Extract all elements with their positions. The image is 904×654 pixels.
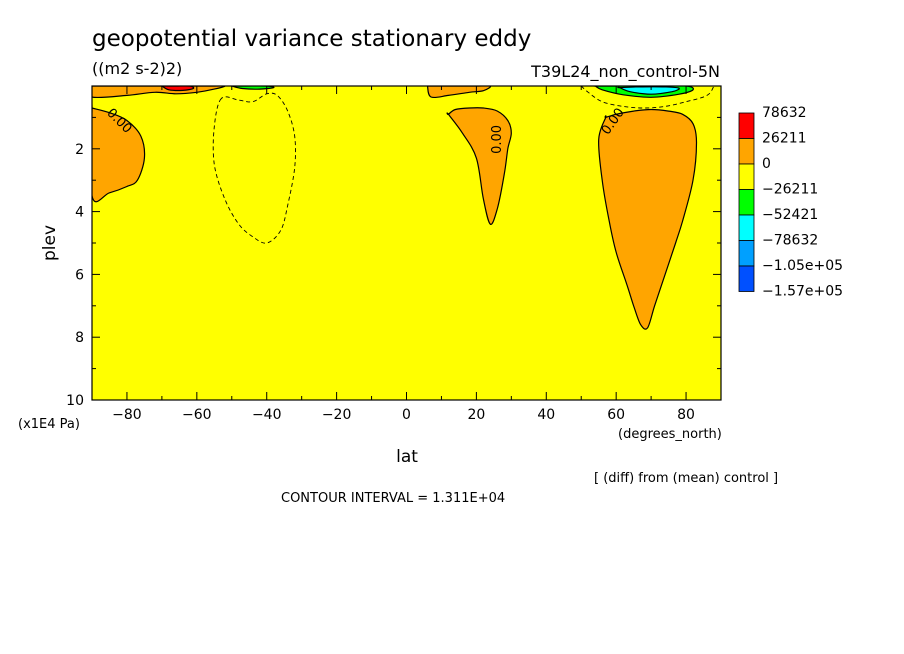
diff-note: [ (diff) from (mean) control ] xyxy=(594,471,778,486)
region-positive-midlat-north xyxy=(446,107,512,225)
legend-swatch xyxy=(738,189,755,216)
legend-swatch xyxy=(738,163,755,190)
color-legend: 78632 26211 0 −26211 −52421 −78632 −1.05e+05 −1… xyxy=(738,105,843,300)
legend-label: −1.05e+05 xyxy=(762,258,843,274)
negative-contour-2 xyxy=(580,86,715,109)
negative-contour-lines xyxy=(212,86,715,244)
x-tick-label: 40 xyxy=(537,407,555,423)
y-axis-units: (x1E4 Pa) xyxy=(18,417,80,432)
region-positive-northern-high-lat xyxy=(598,108,698,330)
filled-regions xyxy=(92,86,698,330)
legend-swatch xyxy=(738,214,755,241)
y-tick-label: 6 xyxy=(75,267,84,283)
y-tick-label: 8 xyxy=(75,330,84,346)
region-max-top-left xyxy=(159,86,195,92)
x-tick-label: 60 xyxy=(607,407,625,423)
region-positive-southern-high-lat xyxy=(92,101,146,203)
legend-label: 78632 xyxy=(762,105,807,121)
legend-label: −26211 xyxy=(762,182,818,198)
y-tick-label: 10 xyxy=(66,393,84,409)
plot-area: 0.000.000.00 xyxy=(91,85,722,401)
x-axis-ticks: −80 −60 −40 −20 0 20 40 60 80 xyxy=(91,86,722,423)
negative-contour-1 xyxy=(212,92,296,244)
legend-swatch xyxy=(738,138,755,165)
x-tick-label: 0 xyxy=(402,407,411,423)
x-tick-label: −80 xyxy=(112,407,142,423)
x-tick-label: 20 xyxy=(467,407,485,423)
legend-swatch xyxy=(738,240,755,267)
legend-label: 0 xyxy=(762,156,771,172)
legend-label: −1.57e+05 xyxy=(762,284,843,300)
x-tick-label: 80 xyxy=(677,407,695,423)
region-positive-top-midnorth xyxy=(425,86,492,99)
x-tick-label: −20 xyxy=(322,407,352,423)
region-neg-top-southern xyxy=(229,86,275,90)
contour-interval: CONTOUR INTERVAL = 1.311E+04 xyxy=(281,491,505,506)
contour-label-2: 0.00 xyxy=(490,125,505,154)
x-axis-units: (degrees_north) xyxy=(618,427,722,442)
legend-label: −78632 xyxy=(762,233,818,249)
legend-swatch xyxy=(738,265,755,292)
y-tick-label: 4 xyxy=(75,205,84,221)
x-tick-label: −60 xyxy=(182,407,212,423)
x-axis-label: lat xyxy=(396,447,418,467)
legend-label: −52421 xyxy=(762,207,818,223)
region-neg-top-north-core xyxy=(617,86,680,95)
run-label: T39L24_non_control-5N xyxy=(530,62,720,82)
y-tick-label: 2 xyxy=(75,142,84,158)
chart-units: ((m2 s-2)2) xyxy=(92,59,182,78)
chart-title: geopotential variance stationary eddy xyxy=(92,26,531,52)
legend-swatch xyxy=(738,112,755,139)
x-tick-label: −40 xyxy=(252,407,282,423)
y-axis-ticks: 2 4 6 8 10 xyxy=(66,116,721,409)
legend-label: 26211 xyxy=(762,131,807,147)
y-axis-label: plev xyxy=(40,225,60,261)
